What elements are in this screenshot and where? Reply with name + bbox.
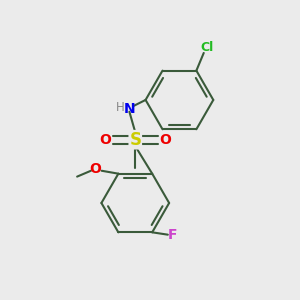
- Text: H: H: [116, 101, 125, 114]
- Text: O: O: [89, 162, 101, 176]
- Text: N: N: [124, 102, 135, 116]
- Text: O: O: [160, 133, 172, 147]
- Text: O: O: [99, 133, 111, 147]
- Text: S: S: [129, 131, 141, 149]
- Text: Cl: Cl: [200, 40, 213, 54]
- Text: F: F: [168, 228, 178, 242]
